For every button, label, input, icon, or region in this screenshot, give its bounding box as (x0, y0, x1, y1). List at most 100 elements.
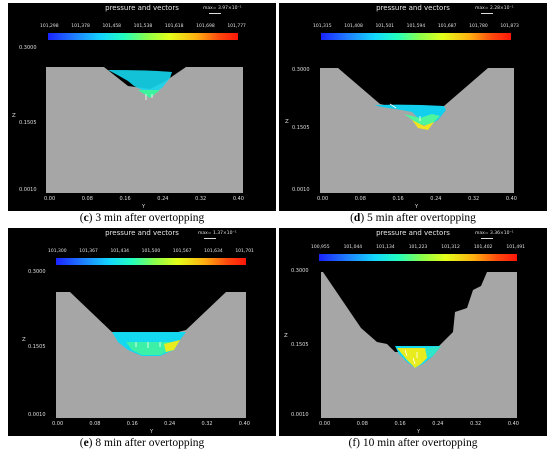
panel-d: pressure and vectors max= 2.28×10⁻¹ 101,… (279, 3, 547, 211)
y-tick: 0.40 (507, 421, 519, 427)
panel-title: pressure and vectors (376, 4, 450, 12)
y-tick: 0.16 (394, 421, 406, 427)
y-tick: 0.00 (319, 421, 331, 427)
colorbar-tick: 101,594 (406, 24, 426, 29)
y-tick: 0.00 (44, 196, 56, 202)
z-tick-top: 0.3000 (292, 67, 310, 73)
panel-title: pressure and vectors (105, 4, 179, 12)
y-tick: 0.32 (470, 421, 482, 427)
y-axis-label: Y (150, 429, 154, 435)
colorbar-tick: 101,491 (506, 245, 525, 250)
colorbar-tick: 101,501 (375, 24, 395, 29)
colorbar-tick: 101,044 (343, 245, 363, 250)
colorbar-tick: 101,567 (172, 249, 192, 254)
y-axis-ticks: 0.00 0.08 0.16 0.24 0.32 0.40 (319, 421, 519, 427)
z-axis-label: Z (285, 119, 289, 125)
y-tick: 0.08 (356, 421, 368, 427)
z-tick-mid: 0.1505 (292, 125, 310, 131)
y-tick: 0.16 (392, 196, 404, 202)
water-flow-mid (425, 346, 441, 358)
y-axis-label: Y (142, 204, 146, 210)
panel-e: pressure and vectors max= 1.37×10⁻¹ 101,… (8, 228, 276, 436)
colorbar-tick: 101,500 (141, 249, 161, 254)
z-tick-bottom: 0.0010 (19, 187, 37, 193)
pressure-colorbar (321, 33, 511, 40)
caption-text: ) 5 min after overtopping (360, 212, 476, 224)
y-tick: 0.24 (432, 421, 444, 427)
y-tick: 0.32 (201, 421, 213, 427)
water-flow (108, 70, 172, 95)
max-vector-label: max= 3.36×10⁻¹ (475, 231, 514, 239)
colorbar-tick: 101,701 (235, 249, 254, 254)
y-axis-ticks: 0.00 0.08 0.16 0.24 0.32 0.40 (52, 421, 250, 427)
colorbar-tick: 101,408 (344, 24, 363, 29)
y-tick: 0.32 (468, 196, 480, 202)
colorbar-tick: 101,298 (40, 24, 59, 29)
z-tick-top: 0.3000 (19, 45, 37, 51)
z-axis-label: Z (12, 113, 16, 119)
colorbar-tick: 101,378 (71, 24, 90, 29)
max-vector-label: max= 1.37×10⁻¹ (198, 231, 237, 239)
dam-body (320, 68, 514, 193)
max-vector-label: max= 3.97×10⁻¹ (203, 6, 242, 14)
y-tick: 0.24 (157, 196, 169, 202)
colorbar-tick: 101,134 (376, 245, 395, 250)
y-tick: 0.40 (505, 196, 517, 202)
colorbar-tick: 101,223 (408, 245, 428, 250)
caption-f: (f) 10 min after overtopping (279, 437, 547, 449)
caption-letter: e (83, 437, 89, 449)
colorbar-ticks: 100,955 101,044 101,134 101,223 101,312 … (311, 245, 525, 250)
colorbar-tick: 100,955 (311, 245, 330, 250)
colorbar-ticks: 101,300 101,367 101,434 101,500 101,567 … (48, 249, 254, 254)
z-tick-bottom: 0.0010 (28, 412, 46, 418)
pressure-colorbar (48, 33, 238, 40)
water-flow-mid (404, 114, 440, 126)
dam-cross-section (56, 292, 246, 418)
z-tick-bottom: 0.0010 (291, 412, 309, 418)
colorbar-tick: 101,780 (469, 24, 488, 29)
z-axis-label: Z (284, 333, 288, 339)
y-tick: 0.08 (354, 196, 366, 202)
colorbar-ticks: 101,315 101,408 101,501 101,594 101,687 … (313, 24, 519, 29)
caption-c: (c) 3 min after overtopping (79, 212, 205, 224)
panel-c: pressure and vectors max= 3.97×10⁻¹ 101,… (8, 3, 276, 211)
y-axis-ticks: 0.00 0.08 0.16 0.24 0.32 0.40 (317, 196, 517, 202)
colorbar-tick: 101,315 (313, 24, 332, 29)
y-tick: 0.40 (232, 196, 244, 202)
pressure-colorbar (56, 258, 246, 265)
z-tick-top: 0.3000 (28, 269, 46, 275)
z-tick-top: 0.3000 (291, 268, 309, 274)
z-axis-label: Z (22, 337, 26, 343)
colorbar-tick: 101,300 (48, 249, 67, 254)
y-axis-label: Y (415, 204, 419, 210)
water-flow-high (412, 120, 434, 130)
y-tick: 0.24 (164, 421, 176, 427)
y-tick: 0.40 (238, 421, 250, 427)
velocity-vector (404, 349, 408, 357)
water-flow-high (138, 90, 160, 98)
caption-d: (d) 5 min after overtopping (350, 212, 476, 224)
colorbar-tick: 101,698 (196, 24, 215, 29)
dam-cross-section (46, 67, 243, 193)
colorbar-ticks: 101,298 101,378 101,458 101,538 101,618 … (40, 24, 246, 29)
z-tick-mid: 0.1505 (19, 120, 37, 126)
panel-f: pressure and vectors max= 3.36×10⁻¹ 100,… (279, 228, 547, 436)
caption-text: ) 3 min after overtopping (88, 212, 205, 224)
y-axis-label: Y (417, 429, 421, 435)
z-tick-mid: 0.1505 (28, 344, 46, 350)
caption-text: (f) 10 min after overtopping (348, 437, 478, 449)
water-flow-mid (126, 342, 176, 355)
colorbar-tick: 101,458 (102, 24, 122, 29)
y-tick: 0.00 (52, 421, 64, 427)
caption-e: (e) 8 min after overtopping (79, 437, 205, 449)
caption-letter: c (83, 212, 89, 224)
dam-cross-section (321, 272, 517, 418)
water-flow-high (164, 340, 180, 352)
colorbar-tick: 101,687 (437, 24, 457, 29)
y-tick: 0.00 (317, 196, 329, 202)
y-tick: 0.24 (430, 196, 442, 202)
dam-cross-section (320, 68, 514, 193)
colorbar-tick: 101,873 (500, 24, 519, 29)
y-tick: 0.16 (126, 421, 138, 427)
panel-title: pressure and vectors (376, 229, 450, 237)
